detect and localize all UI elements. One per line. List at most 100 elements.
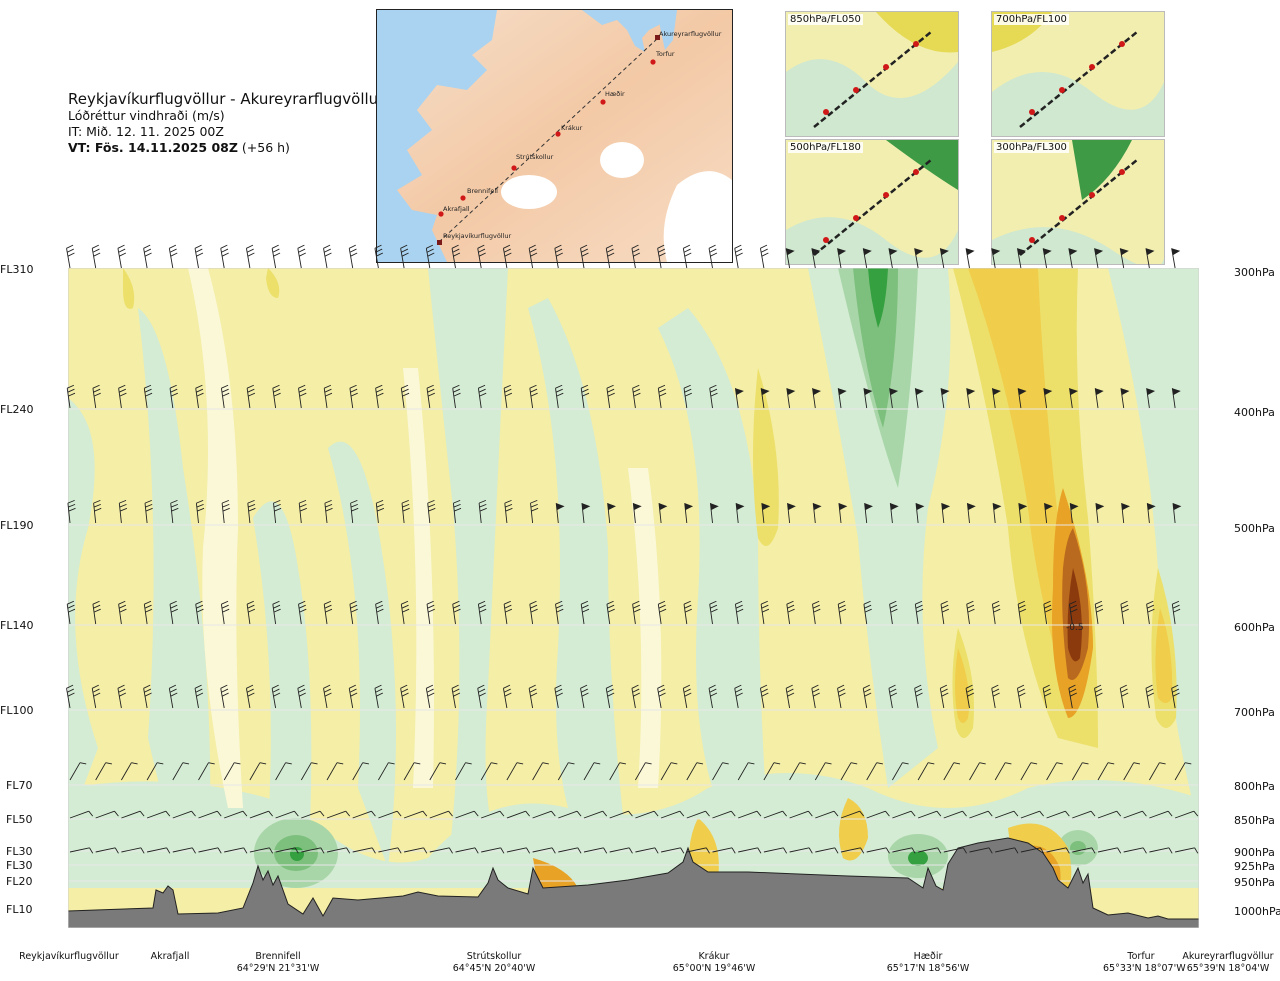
- wind-barb: [93, 499, 102, 524]
- wind-barb: [789, 847, 813, 854]
- wind-barb: [554, 684, 563, 709]
- wind-barb: [245, 244, 255, 269]
- wind-barb: [759, 684, 769, 709]
- wind-barb: [609, 810, 633, 819]
- wind-barb: [481, 810, 505, 819]
- wind-barb: [658, 503, 668, 524]
- location-name: Akrafjall: [150, 951, 190, 962]
- map-label-akureyrarflugvollur: Akureyrarflugvöllur: [659, 30, 722, 38]
- glacier-hofsjokull: [600, 142, 644, 178]
- flight-level-label: FL310: [0, 263, 34, 276]
- wind-barb: [249, 810, 273, 819]
- location-name: Torfur: [1127, 951, 1155, 962]
- wind-barb: [941, 503, 951, 524]
- wind-barb: [403, 762, 421, 781]
- wind-barb: [1146, 388, 1156, 409]
- wind-barb: [609, 847, 633, 854]
- wind-barb: [378, 810, 402, 819]
- flight-level-label: FL100: [0, 704, 34, 717]
- wind-barb: [708, 684, 718, 709]
- marker-brennifell: [460, 195, 466, 201]
- wind-barb: [889, 600, 898, 625]
- pressure-level-label: 925hPa: [1234, 860, 1275, 873]
- location-torfur: Torfur 65°33'N 18°07'W: [1103, 951, 1186, 975]
- wind-barb: [991, 600, 1001, 625]
- pressure-level-label: 500hPa: [1234, 522, 1275, 535]
- wind-barb: [404, 847, 428, 854]
- valid-time-offset: (+56 h): [241, 140, 290, 155]
- wind-barb: [375, 600, 384, 625]
- wind-barb: [220, 684, 229, 709]
- wind-barb: [92, 600, 101, 625]
- wind-barb: [1044, 503, 1053, 524]
- wind-barb: [1119, 684, 1129, 709]
- wind-barb: [683, 600, 692, 625]
- wind-barb: [580, 244, 589, 269]
- wind-map-700-label: 700hPa/FL100: [994, 14, 1069, 25]
- location-reykjavikurflugvollur: Reykjavíkurflugvöllur: [14, 951, 124, 963]
- wind-barb: [400, 600, 410, 625]
- wind-barb: [682, 684, 692, 709]
- wind-barb: [143, 684, 152, 709]
- wind-barb: [632, 384, 641, 409]
- wind-barb: [631, 684, 641, 709]
- cross-section-plot: -0.5: [68, 268, 1199, 928]
- wind-barb: [477, 600, 487, 625]
- wind-barb: [866, 847, 890, 854]
- wind-barb: [1072, 810, 1096, 819]
- wind-barb: [1069, 503, 1079, 524]
- wind-barb: [95, 762, 112, 781]
- marker-torfur: [650, 59, 656, 65]
- wind-barb: [272, 600, 281, 625]
- wind-barb: [168, 684, 178, 709]
- wind-barb: [426, 384, 435, 409]
- wind-barb: [374, 244, 384, 269]
- map-label-krakur: Krákur: [561, 124, 583, 132]
- wind-barb: [811, 248, 821, 269]
- wind-barb: [712, 810, 736, 819]
- route-points: [437, 35, 660, 245]
- wind-barb: [504, 499, 513, 524]
- wind-barb: [375, 384, 384, 409]
- wind-barb: [455, 847, 479, 854]
- wind-barb: [66, 684, 75, 709]
- wind-barb: [323, 384, 333, 409]
- wind-barb: [583, 762, 601, 781]
- wind-barb: [378, 847, 402, 854]
- wind-barb: [683, 384, 692, 409]
- location-name: Akureyrarflugvöllur: [1182, 951, 1274, 962]
- wind-barb: [995, 847, 1019, 854]
- wind-barb: [455, 762, 472, 781]
- pressure-level-label: 850hPa: [1234, 814, 1275, 827]
- wind-barb: [557, 762, 575, 781]
- route-map: Akureyrarflugvöllur Torfur Hæðir Krákur …: [376, 9, 733, 263]
- wind-barb: [118, 384, 127, 409]
- wind-barb: [352, 847, 376, 854]
- wind-barb: [91, 244, 101, 269]
- wind-barb: [401, 499, 410, 524]
- wind-barb: [838, 503, 848, 524]
- wind-barb: [994, 762, 1012, 781]
- wind-barb: [888, 248, 898, 269]
- wind-barb: [915, 503, 925, 524]
- wind-barb: [969, 810, 993, 819]
- wind-barb: [529, 600, 538, 625]
- flight-level-label: FL10: [6, 903, 33, 916]
- wind-map-500: 500hPa/FL180: [785, 139, 959, 265]
- pressure-level-label: 300hPa: [1234, 266, 1275, 279]
- wind-barb: [220, 600, 230, 625]
- wind-barb: [506, 847, 531, 854]
- wind-barb: [892, 762, 909, 781]
- wind-barb: [272, 384, 281, 409]
- wind-barb: [889, 388, 899, 409]
- pressure-level-label: 400hPa: [1234, 406, 1275, 419]
- wind-barb: [686, 762, 704, 781]
- wind-barb: [840, 762, 858, 781]
- wind-barb: [298, 499, 307, 524]
- wind-barb: [811, 684, 820, 709]
- wind-map-300: 300hPa/FL300: [991, 139, 1165, 265]
- wind-barb: [606, 600, 615, 625]
- wind-barb: [352, 762, 369, 781]
- wind-barb: [452, 600, 461, 625]
- flight-level-label: FL70: [6, 779, 33, 792]
